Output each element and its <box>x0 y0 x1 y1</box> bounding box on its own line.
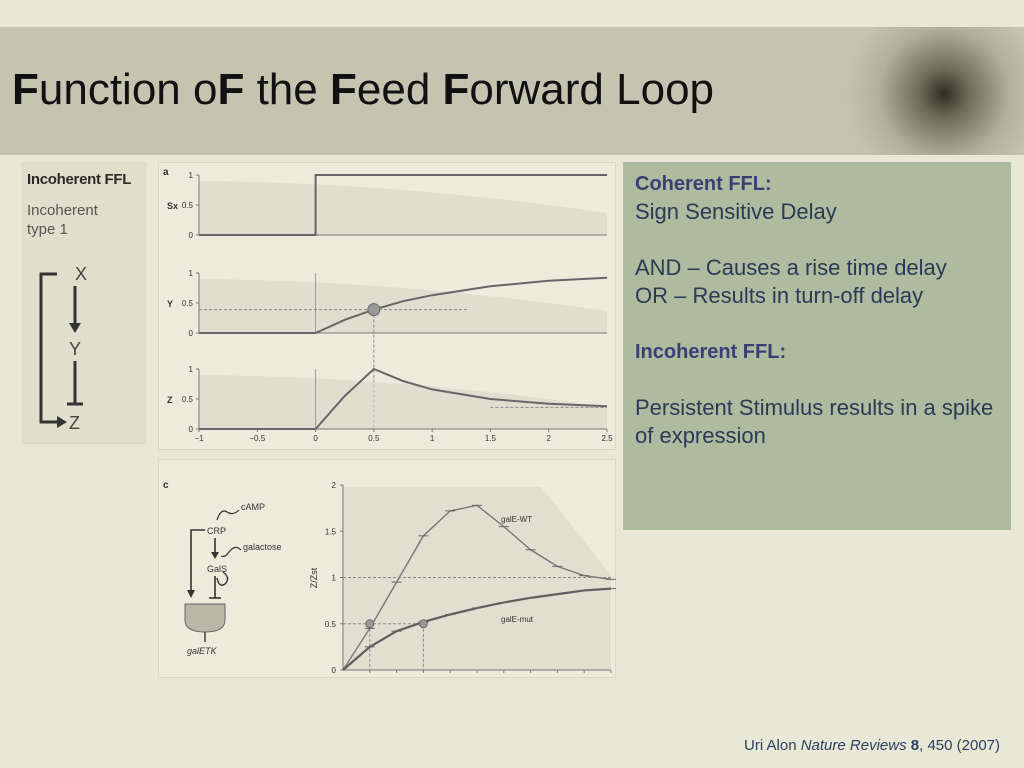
galactose-label: galactose <box>243 542 282 552</box>
x-tick-label: 0 <box>313 434 318 443</box>
y-tick-label: 2 <box>332 481 337 490</box>
y-axis-label: Z <box>167 395 173 405</box>
gals-autoreg <box>216 571 229 586</box>
panel-c-figure: c cAMP CRP galactose GalS galETK Z/Zst 2 1… <box>163 480 616 675</box>
data-point-marker <box>418 619 428 629</box>
panel-c: c cAMP CRP galactose GalS galETK Z/Zst 2 1… <box>158 459 616 678</box>
incoherent-line: Persistent Stimulus results in a spike o… <box>635 395 994 448</box>
node-x: X <box>75 264 87 284</box>
x-tick-label: −1 <box>194 434 204 443</box>
y-tick-label: 1 <box>189 365 194 374</box>
camp-squiggle <box>216 509 240 521</box>
series-line <box>199 174 607 236</box>
y-tick-label: 0 <box>189 329 194 338</box>
y-tick-label: 1 <box>189 269 194 278</box>
x-tick-label: 1 <box>430 434 435 443</box>
node-z: Z <box>69 413 80 433</box>
y-tick-label: 1 <box>189 171 194 180</box>
plot-background <box>199 181 607 235</box>
panel-c-label: c <box>163 480 169 491</box>
y-axis-label: Y <box>167 299 173 309</box>
crp-to-gals-arrowhead <box>211 552 219 559</box>
crp-to-gene-arrow <box>190 529 205 592</box>
y-tick-label: 0 <box>189 231 194 240</box>
y-tick-label: 0.5 <box>182 299 194 308</box>
title-decoration <box>824 27 1024 155</box>
or-line: OR – Results in turn-off delay <box>635 283 924 308</box>
gal-circuit-diagram: cAMP CRP galactose GalS galETK <box>184 502 282 656</box>
x-tick-label: 0.5 <box>368 434 380 443</box>
y-tick-label: 0.5 <box>182 201 194 210</box>
ffl-subtitle: Incoherent type 1 <box>27 202 98 238</box>
curve-label-wt: galE-WT <box>501 515 532 524</box>
x-tick-label: −0.5 <box>249 434 265 443</box>
y-tick-label: 0.5 <box>182 395 194 404</box>
and-line: AND – Causes a rise time delay <box>635 255 947 280</box>
galactose-squiggle <box>220 546 242 558</box>
camp-label: cAMP <box>241 502 265 512</box>
ffl-motif-diagram: X Y Z <box>39 264 87 433</box>
plot-background <box>343 487 611 670</box>
plot-background <box>199 375 607 429</box>
gals-label: GalS <box>207 564 227 574</box>
plot-background <box>199 279 607 333</box>
y-tick-label: 1 <box>332 574 337 583</box>
y-tick-label: 0.5 <box>325 620 337 629</box>
gene-and-gate <box>184 603 226 633</box>
x-to-z-arrow <box>39 272 59 424</box>
y-axis-label: Z/Zst <box>309 567 319 588</box>
data-point-marker <box>365 619 375 629</box>
y-axis-label: Sx <box>167 201 178 211</box>
ffl-title: Incoherent FFL <box>27 171 132 188</box>
x-to-z-arrowhead <box>57 416 67 428</box>
y-tick-label: 0 <box>189 425 194 434</box>
x-tick-label: 2.5 <box>601 434 613 443</box>
coherent-line: Sign Sensitive Delay <box>635 199 837 224</box>
y-tick-label: 0 <box>332 666 337 675</box>
node-y: Y <box>69 339 81 359</box>
slide-title: Function oF the Feed Forward Loop <box>12 65 715 114</box>
ffl-motif-panel: Incoherent FFL Incoherent type 1 X Y Z <box>22 162 146 444</box>
summary-textbox: Coherent FFL: Sign Sensitive Delay AND –… <box>623 162 1011 530</box>
y-tick-label: 1.5 <box>325 527 337 536</box>
coherent-heading: Coherent FFL: <box>635 173 772 195</box>
panel-a-label: a <box>163 167 169 178</box>
data-point-marker <box>367 303 381 317</box>
series-line <box>199 276 608 334</box>
x-to-y-arrowhead <box>69 323 81 333</box>
panel-a: a Sx 1 0.5 0 Y 1 0.5 0 Z 1 0.5 0 −1 −0.5 0 0.5 1 1.5 2 2.5 <box>158 162 616 450</box>
title-band <box>0 27 1024 155</box>
crp-label: CRP <box>207 526 226 536</box>
x-tick-label: 2 <box>546 434 551 443</box>
gene-label: galETK <box>187 646 218 656</box>
incoherent-heading: Incoherent FFL: <box>635 341 787 363</box>
crp-to-gene-arrowhead <box>187 590 195 598</box>
curve-label-mut: galE-mut <box>501 615 534 624</box>
x-tick-label: 1.5 <box>485 434 497 443</box>
series-line <box>199 367 608 430</box>
citation: Uri Alon Nature Reviews 8, 450 (2007) <box>744 737 1000 754</box>
